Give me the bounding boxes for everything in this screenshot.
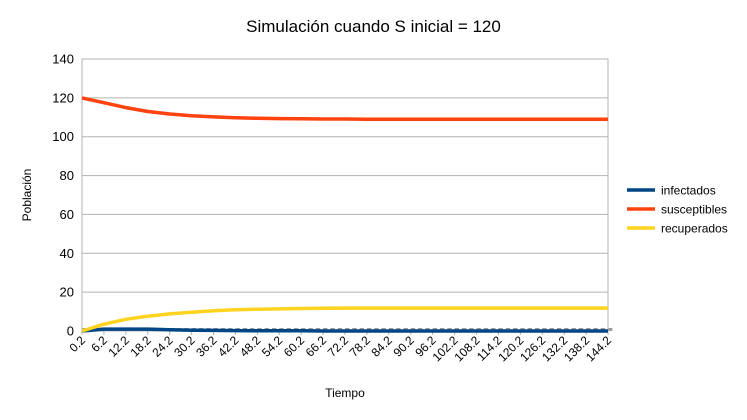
y-tick-label: 60: [60, 207, 74, 222]
y-tick-label: 20: [60, 285, 74, 300]
grid-lines: [82, 58, 608, 332]
legend-label: recuperados: [661, 222, 728, 236]
x-tick-label: 30.2: [171, 333, 198, 360]
x-tick-label: 18.2: [127, 333, 154, 360]
y-tick-label: 80: [60, 168, 74, 183]
x-axis-ticks: 0.2 6.212.218.224.230.236.242.248.254.260…: [66, 331, 614, 364]
x-tick-label: 12.2: [106, 333, 133, 360]
y-tick-label: 100: [52, 129, 74, 144]
x-tick-label: 36.2: [193, 333, 220, 360]
x-tick-label: 72.2: [325, 333, 352, 360]
series-line-susceptibles: [81, 96, 608, 121]
x-tick-label: 42.2: [215, 333, 242, 360]
series-lines: [81, 96, 608, 333]
x-tick-label: 90.2: [390, 333, 417, 360]
y-tick-label: 140: [52, 52, 74, 67]
y-tick-label: 40: [60, 246, 74, 261]
x-tick-label: 66.2: [303, 333, 330, 360]
x-tick-label: 84.2: [369, 333, 396, 360]
y-axis-ticks: 0 20 40 60 80 100 120 140: [52, 52, 74, 339]
legend-label: susceptibles: [661, 203, 727, 217]
legend-label: infectados: [661, 184, 716, 198]
y-tick-label: 0: [67, 324, 74, 339]
x-tick-label: 24.2: [149, 333, 176, 360]
x-tick-label: 54.2: [259, 333, 286, 360]
legend: infectados susceptibles recuperados: [627, 184, 728, 236]
chart-title: Simulación cuando S inicial = 120: [246, 17, 501, 36]
x-axis-title: Tiempo: [325, 386, 365, 400]
y-tick-label: 120: [52, 90, 74, 105]
x-tick-label: 60.2: [281, 333, 308, 360]
plot-area: [81, 58, 609, 332]
baseline-marker: [608, 328, 613, 331]
y-axis-title: Población: [20, 169, 34, 222]
x-tick-label: 144.2: [583, 333, 614, 364]
series-line-recuperados: [81, 306, 608, 333]
x-tick-label: 48.2: [237, 333, 264, 360]
series-line-infectados: [81, 327, 608, 333]
x-tick-label: 78.2: [347, 333, 374, 360]
